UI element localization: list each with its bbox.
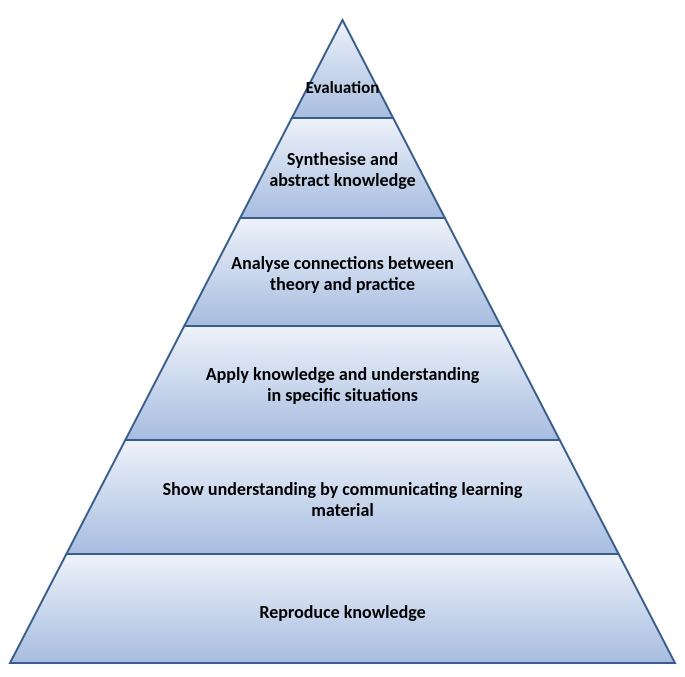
pyramid-level-3: [125, 326, 559, 440]
pyramid-level-4: [66, 440, 618, 554]
pyramid-diagram: EvaluationSynthesise and abstract knowle…: [0, 0, 685, 677]
pyramid-level-5: [10, 554, 675, 663]
pyramid-level-0: [292, 20, 393, 118]
pyramid-level-2: [184, 218, 500, 326]
pyramid-svg: [0, 0, 685, 677]
pyramid-level-1: [240, 118, 445, 218]
